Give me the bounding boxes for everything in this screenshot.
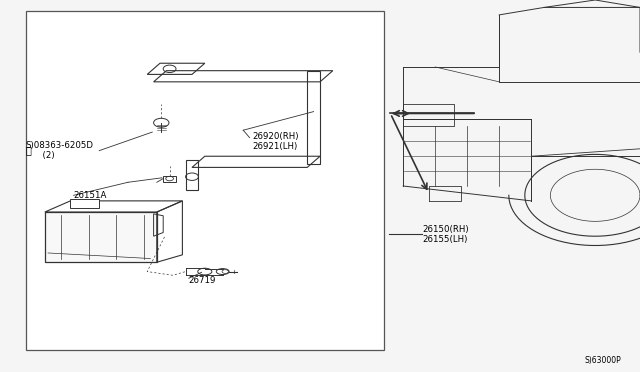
Text: 26920(RH)
26921(LH): 26920(RH) 26921(LH) [253,132,300,151]
Text: 26151A: 26151A [74,191,107,200]
Text: S)63000P: S)63000P [584,356,621,365]
Text: Ⓢ: Ⓢ [26,145,31,155]
Text: 26150(RH)
26155(LH): 26150(RH) 26155(LH) [422,225,469,244]
Text: S)08363-6205D
      (2): S)08363-6205D (2) [26,141,93,160]
Bar [45,212,157,262]
Bar [26,11,384,350]
Bar [70,199,99,208]
Text: 26719: 26719 [189,276,216,285]
Bar [163,176,176,182]
